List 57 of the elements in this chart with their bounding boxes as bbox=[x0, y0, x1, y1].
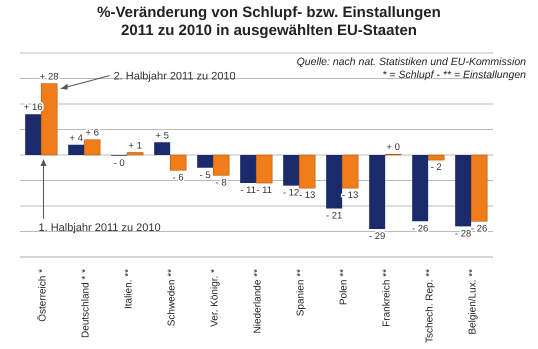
x-tick-label: Niederlande ** bbox=[252, 268, 264, 334]
x-tick-label: Tschech. Rep. ** bbox=[424, 268, 436, 343]
text: 2. Halbjahr 2011 zu 2010 bbox=[114, 70, 236, 83]
bar bbox=[84, 139, 100, 156]
bar bbox=[298, 154, 316, 188]
bar bbox=[369, 155, 386, 229]
data-label: - 11 bbox=[240, 185, 256, 196]
x-tick-label: Frankreich ** bbox=[382, 268, 392, 327]
data-label: + 28 bbox=[40, 72, 59, 83]
bar bbox=[256, 154, 272, 184]
bar bbox=[455, 155, 472, 226]
bar bbox=[212, 154, 230, 176]
bar bbox=[126, 152, 144, 156]
data-label: - 0 bbox=[114, 158, 125, 169]
bar bbox=[40, 83, 58, 156]
data-label: + 0 bbox=[386, 142, 400, 154]
data-label: - 21 bbox=[326, 210, 342, 222]
x-tick-label: Polen ** bbox=[338, 268, 350, 306]
data-label: - 29 bbox=[368, 230, 386, 242]
annotation: * = Schlupf - ** = Einstallungen bbox=[381, 69, 526, 82]
data-label: - 11 bbox=[256, 185, 272, 196]
data-label: - 26 bbox=[412, 223, 428, 234]
data-label: - 13 bbox=[342, 190, 358, 202]
data-label: - 6 bbox=[172, 172, 184, 184]
data-label: - 13 bbox=[298, 190, 316, 202]
x-tick-label: Ver. Königr. * bbox=[210, 268, 220, 327]
bar bbox=[283, 155, 300, 186]
data-label: - 5 bbox=[200, 170, 211, 181]
bar bbox=[412, 155, 428, 222]
bar bbox=[470, 154, 488, 222]
data-label: - 2 bbox=[430, 162, 442, 174]
bar bbox=[428, 154, 444, 160]
bar bbox=[326, 155, 342, 209]
bar bbox=[68, 144, 84, 155]
text: 1. Halbjahr 2011 zu 2010 bbox=[38, 222, 161, 234]
bar bbox=[342, 154, 358, 188]
x-tick-label: Belgien/Lux. ** bbox=[468, 268, 478, 335]
bar bbox=[240, 155, 256, 184]
data-label: - 28 bbox=[454, 228, 472, 240]
bar bbox=[154, 142, 170, 155]
x-tick-label: Schweden ** bbox=[166, 268, 178, 326]
data-label: + 5 bbox=[155, 130, 169, 142]
data-label: + 4 bbox=[69, 132, 83, 144]
data-label: + 6 bbox=[85, 128, 99, 139]
bar bbox=[170, 154, 186, 171]
bar bbox=[25, 114, 42, 155]
bar bbox=[197, 155, 214, 168]
data-label: - 8 bbox=[216, 177, 227, 188]
x-tick-label: Spanien ** bbox=[296, 268, 306, 316]
chart-title: %-Veränderung von Schlupf- bzw. Einstallungen 2011 zu 2010 in ausgewählten EU-Staaten bbox=[96, 4, 442, 40]
x-tick-label: Deutschland * * bbox=[80, 268, 92, 338]
data-label: + 1 bbox=[128, 140, 142, 152]
x-tick-label: Österreich * bbox=[36, 268, 48, 322]
annotation: Quelle: nach nat. Statistiken und EU-Kommission bbox=[296, 56, 526, 69]
x-tick-label: Italien. ** bbox=[124, 268, 134, 310]
data-label: - 12 bbox=[282, 188, 300, 199]
data-label: - 26 bbox=[470, 223, 488, 234]
